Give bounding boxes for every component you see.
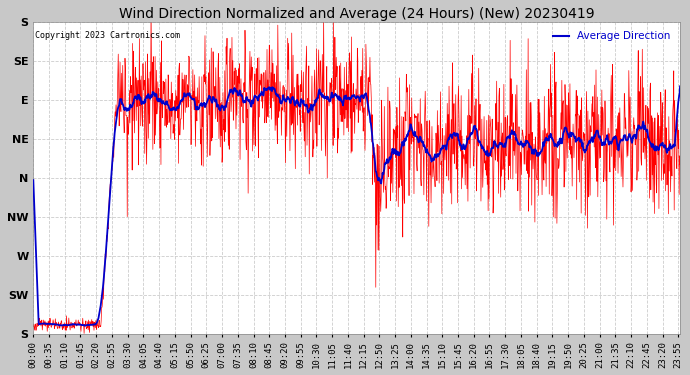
Legend: Average Direction: Average Direction bbox=[549, 27, 675, 46]
Text: Copyright 2023 Cartronics.com: Copyright 2023 Cartronics.com bbox=[34, 32, 179, 40]
Title: Wind Direction Normalized and Average (24 Hours) (New) 20230419: Wind Direction Normalized and Average (2… bbox=[119, 7, 595, 21]
